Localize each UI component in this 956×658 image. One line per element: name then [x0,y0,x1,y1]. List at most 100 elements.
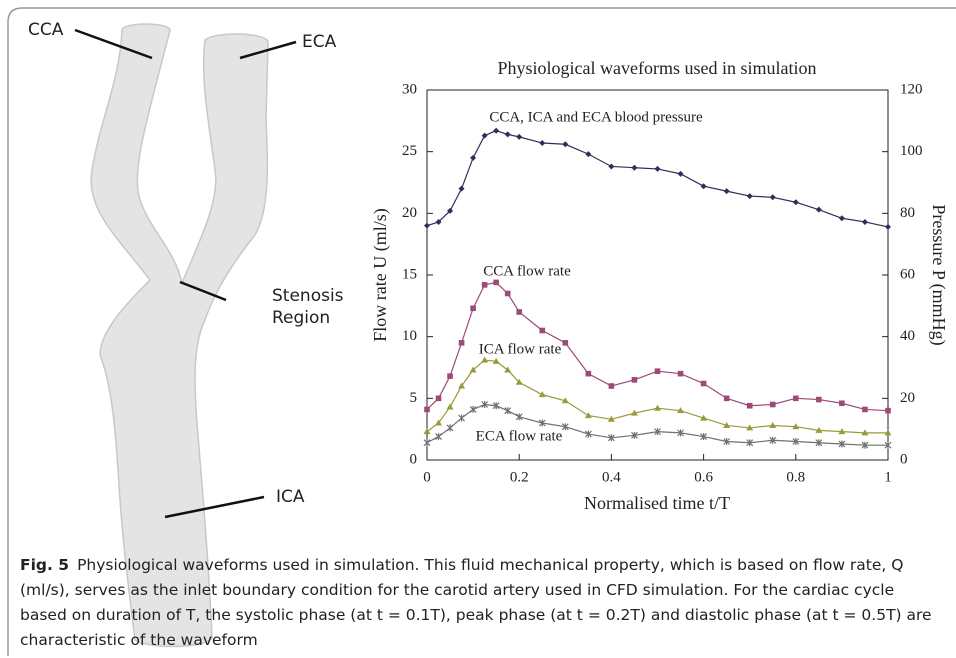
data-point [504,290,511,297]
data-point [700,414,708,421]
data-point [746,439,754,447]
data-point [677,429,684,437]
data-point [481,356,489,363]
data-point [630,409,638,416]
data-point [654,165,661,172]
data-point [585,151,592,158]
data-point [446,403,454,410]
data-point [447,373,453,379]
data-point [492,357,500,364]
data-point [838,215,845,222]
data-point [723,188,730,195]
data-point [885,223,891,230]
data-point [792,199,799,206]
data-point [861,218,868,225]
pointer-line [239,40,297,60]
y-tick-label: 15 [402,266,417,282]
data-point [608,383,615,389]
x-tick-label: 0.8 [786,469,805,485]
data-point [677,370,684,377]
data-point [862,406,868,413]
data-point [515,413,523,421]
data-point [515,378,523,385]
data-point [435,218,442,225]
y-tick-label: 30 [402,81,417,97]
data-point [654,368,661,374]
data-point [561,423,569,431]
artery-label: ECA [302,32,337,52]
series-label: ECA flow rate [476,428,563,444]
data-point [423,428,431,435]
data-point [584,412,592,419]
data-point [839,400,845,407]
series-label: ICA flow rate [479,341,562,357]
data-point [815,439,823,447]
data-point [677,170,684,177]
caption-text: Physiological waveforms used in simulati… [20,556,932,649]
data-point [769,421,777,428]
data-point [458,340,465,346]
figure-border [7,7,956,656]
artery-label: Stenosis [272,286,344,306]
y-axis-label: Flow rate U (ml/s) [370,208,391,341]
y2-tick-label: 40 [900,328,915,344]
data-point [884,441,892,449]
data-point [516,309,522,315]
y2-tick-label: 20 [900,390,915,406]
data-point [435,419,443,426]
caption-label: Fig. 5 [20,556,70,574]
caption: Fig. 5 Physiological waveforms used in si… [20,553,940,653]
data-point [607,415,615,422]
data-point [584,430,592,438]
data-point [562,340,569,346]
y2-tick-label: 60 [900,266,915,282]
data-point [654,428,661,436]
data-point [746,424,754,431]
data-point [446,424,454,432]
data-point [470,305,476,312]
data-point [481,132,488,139]
artery-model [90,23,269,648]
data-point [677,407,685,414]
y-tick-label: 25 [402,143,417,159]
pointer-line [164,495,265,519]
series-label: CCA flow rate [483,263,571,279]
data-point [723,395,730,402]
data-point [585,370,592,377]
x-tick-label: 1 [884,469,892,485]
data-point [424,406,430,413]
y-tick-label: 20 [402,205,417,221]
artery-label: Region [272,308,330,328]
y2-axis-label: Pressure P (mmHg) [928,204,949,345]
data-point [469,366,477,373]
data-point [504,366,512,373]
x-tick-label: 0.6 [694,469,713,485]
data-point [631,377,638,383]
y2-tick-label: 120 [900,81,923,97]
data-point [769,194,776,201]
data-point [608,163,615,170]
pointer-line [74,28,153,60]
data-point [769,436,777,444]
data-point [481,401,489,408]
y2-tick-label: 100 [900,143,923,159]
data-point [562,141,569,148]
y-tick-label: 10 [402,328,417,344]
chart-title: Physiological waveforms used in simulati… [498,58,817,78]
data-point [816,396,822,403]
x-tick-label: 0.4 [602,469,621,485]
data-point [493,279,499,286]
data-point [458,185,465,192]
data-point [458,382,466,389]
data-point [838,440,846,448]
data-point [493,127,500,134]
artery-label: CCA [28,20,64,40]
y2-tick-label: 0 [900,451,908,467]
data-point [504,407,512,415]
data-point [539,327,546,334]
y-tick-label: 0 [410,451,418,467]
y2-tick-label: 80 [900,205,915,221]
data-point [539,140,546,147]
